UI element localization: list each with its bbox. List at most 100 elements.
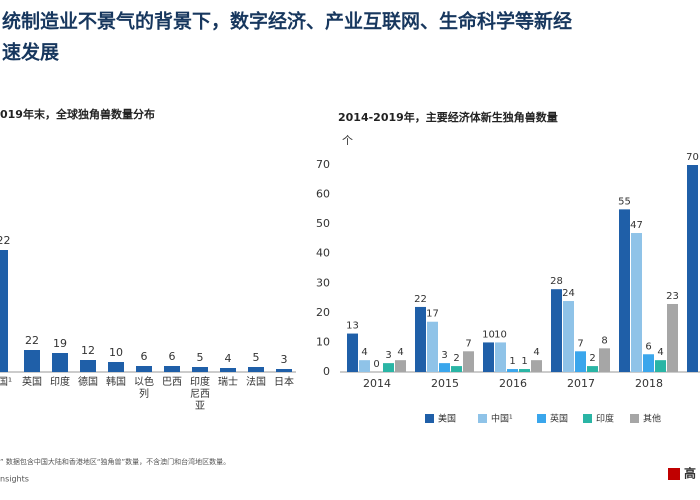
y-tick-label: 0 — [323, 365, 330, 378]
value-label: 6 — [645, 341, 651, 352]
bar — [439, 363, 450, 372]
bar — [52, 353, 68, 372]
y-tick-label: 60 — [316, 188, 330, 201]
value-label: 4 — [361, 347, 367, 358]
y-tick-label: 70 — [316, 158, 330, 171]
title-line: 速发展 — [2, 41, 59, 64]
legend-swatch — [537, 414, 546, 423]
bar — [531, 360, 542, 372]
value-label: 2 — [453, 353, 459, 364]
bar — [655, 360, 666, 372]
y-tick-label: 40 — [316, 247, 330, 260]
value-label: 10 — [482, 329, 495, 340]
x-tick-label: 英国 — [22, 377, 42, 388]
x-tick-label: 巴西 — [162, 377, 182, 388]
value-label: 22 — [25, 334, 39, 347]
bar — [667, 303, 678, 372]
value-label: 1 — [509, 356, 515, 367]
bar — [507, 369, 518, 372]
legend-swatch — [630, 414, 639, 423]
x-tick-label: 2014 — [363, 377, 391, 390]
legend-label: 印度 — [596, 413, 614, 425]
legend-label: 英国 — [550, 413, 568, 425]
x-tick-label: 印度尼西亚 — [190, 377, 210, 412]
value-label: 8 — [601, 335, 607, 346]
value-label: 47 — [630, 220, 643, 231]
value-label: 7 — [577, 338, 583, 349]
x-tick-label: 美国¹ — [0, 377, 13, 388]
legend-swatch — [425, 414, 434, 423]
value-label: 4 — [397, 347, 403, 358]
value-label: 22 — [414, 294, 427, 305]
value-label: 13 — [346, 321, 359, 332]
value-label: 7 — [465, 338, 471, 349]
value-label: 10 — [494, 329, 507, 340]
logo-text: 高 — [684, 466, 696, 481]
bar — [519, 369, 530, 372]
value-label: 24 — [562, 288, 575, 299]
x-tick-label: 2018 — [635, 377, 663, 390]
legend-label: 中国¹ — [491, 413, 513, 425]
bar — [347, 333, 358, 372]
right-chart-title: 2014-2019年，主要经济体新生独角兽数量 — [338, 110, 558, 124]
legend-label: 美国 — [438, 413, 456, 425]
bar — [415, 306, 426, 372]
value-label: 4 — [225, 352, 232, 365]
value-label: 122 — [0, 234, 11, 247]
bar — [108, 362, 124, 372]
x-tick-label: 2016 — [499, 377, 527, 390]
x-tick-label: 2017 — [567, 377, 595, 390]
value-label: 5 — [253, 351, 260, 364]
bar — [24, 350, 40, 372]
value-label: 23 — [666, 291, 679, 302]
legend-swatch — [583, 414, 592, 423]
bar — [427, 321, 438, 372]
x-tick-label: 法国 — [246, 377, 266, 388]
x-tick-label: 2015 — [431, 377, 459, 390]
y-axis-label: 个 — [342, 134, 353, 147]
bar — [587, 366, 598, 372]
value-label: 19 — [53, 337, 67, 350]
value-label: 55 — [618, 196, 631, 207]
value-label: 2 — [589, 353, 595, 364]
bar — [483, 342, 494, 372]
left-chart-title: 019年末，全球独角兽数量分布 — [0, 107, 155, 121]
x-tick-label: 韩国 — [106, 377, 126, 388]
title-line: 统制造业不景气的背景下，数字经济、产业互联网、生命科学等新经 — [2, 10, 572, 33]
bar — [451, 366, 462, 372]
value-label: 6 — [141, 350, 148, 363]
value-label: 12 — [81, 344, 95, 357]
source: nsights — [0, 475, 29, 484]
bar — [164, 366, 180, 372]
x-tick-label: 印度 — [50, 377, 70, 388]
bar — [248, 367, 264, 372]
bar — [599, 348, 610, 372]
value-label: 3 — [385, 350, 391, 361]
y-tick-label: 20 — [316, 306, 330, 319]
bar — [619, 209, 630, 372]
value-label: 3 — [281, 353, 288, 366]
value-label: 4 — [657, 347, 663, 358]
value-label: 1 — [521, 356, 527, 367]
value-label: 17 — [426, 309, 439, 320]
value-label: 10 — [109, 346, 123, 359]
x-tick-label: 以色列 — [134, 377, 154, 400]
footnote: ” 数据包含中国大陆和香港地区“独角兽”数量，不含澳门和台湾地区数量。 — [0, 457, 230, 466]
bar — [495, 342, 506, 372]
bar — [136, 366, 152, 372]
y-tick-label: 30 — [316, 276, 330, 289]
value-label: 70 — [686, 152, 699, 163]
bar — [563, 301, 574, 372]
bar — [687, 165, 698, 372]
bar — [0, 250, 8, 372]
bar — [359, 360, 370, 372]
value-label: 5 — [197, 351, 204, 364]
bar — [463, 351, 474, 372]
x-tick-label: 德国 — [78, 377, 98, 388]
value-label: 3 — [441, 350, 447, 361]
bar — [220, 368, 236, 372]
y-tick-label: 10 — [316, 335, 330, 348]
value-label: 4 — [533, 347, 539, 358]
